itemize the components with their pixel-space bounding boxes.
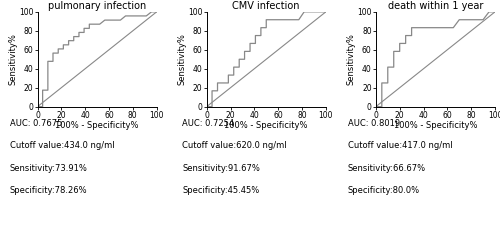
Y-axis label: Sensitivity%: Sensitivity% xyxy=(347,33,356,85)
Text: Cutoff value:434.0 ng/ml: Cutoff value:434.0 ng/ml xyxy=(10,141,115,150)
Text: Sensitivity:91.67%: Sensitivity:91.67% xyxy=(182,164,260,173)
Y-axis label: Sensitivity%: Sensitivity% xyxy=(8,33,18,85)
X-axis label: 100% - Specificity%: 100% - Specificity% xyxy=(56,121,139,130)
Text: AUC: 0.8019: AUC: 0.8019 xyxy=(348,118,400,128)
Text: Specificity:45.45%: Specificity:45.45% xyxy=(182,186,260,195)
Text: Sensitivity:66.67%: Sensitivity:66.67% xyxy=(348,164,426,173)
X-axis label: 100% - Specificity%: 100% - Specificity% xyxy=(224,121,308,130)
Text: Specificity:80.0%: Specificity:80.0% xyxy=(348,186,420,195)
Text: Specificity:78.26%: Specificity:78.26% xyxy=(10,186,88,195)
Text: Sensitivity:73.91%: Sensitivity:73.91% xyxy=(10,164,88,173)
Text: AUC: 0.7675: AUC: 0.7675 xyxy=(10,118,62,128)
Text: AUC: 0.7254: AUC: 0.7254 xyxy=(182,118,234,128)
Y-axis label: Sensitivity%: Sensitivity% xyxy=(178,33,186,85)
Text: Cutoff value:417.0 ng/ml: Cutoff value:417.0 ng/ml xyxy=(348,141,452,150)
Title: CMV infection: CMV infection xyxy=(232,1,300,11)
Title: death within 1 year: death within 1 year xyxy=(388,1,483,11)
X-axis label: 100% - Specificity%: 100% - Specificity% xyxy=(394,121,477,130)
Title: pulmonary infection: pulmonary infection xyxy=(48,1,146,11)
Text: Cutoff value:620.0 ng/ml: Cutoff value:620.0 ng/ml xyxy=(182,141,287,150)
